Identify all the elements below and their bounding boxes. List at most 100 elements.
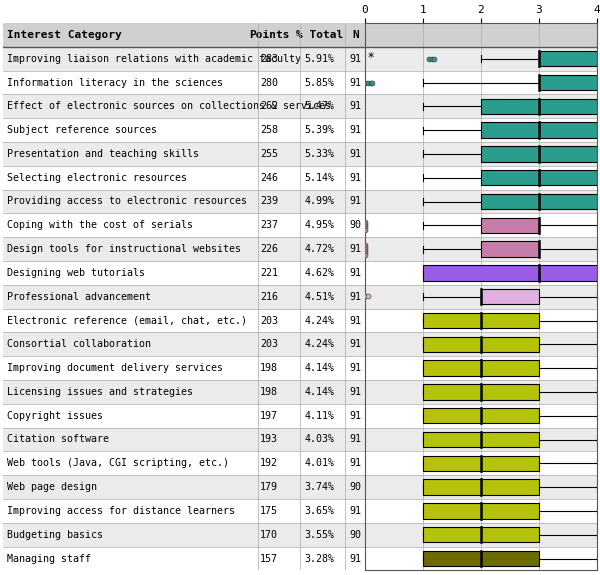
Text: 91: 91	[350, 53, 362, 64]
Text: 5.47%: 5.47%	[305, 101, 335, 112]
Bar	[3, 190, 365, 213]
Text: Consortial collaboration: Consortial collaboration	[7, 339, 151, 349]
Text: 4.03%: 4.03%	[305, 435, 335, 444]
Text: 193: 193	[260, 435, 278, 444]
Text: 283: 283	[260, 53, 278, 64]
Text: Copyright issues: Copyright issues	[7, 411, 103, 421]
Text: 4.01%: 4.01%	[305, 458, 335, 468]
Bar	[365, 451, 597, 475]
Text: Managing staff: Managing staff	[7, 554, 91, 564]
Text: 198: 198	[260, 387, 278, 397]
Bar	[3, 285, 365, 309]
Bar	[365, 237, 597, 261]
Bar	[365, 285, 597, 309]
Bar	[365, 47, 597, 71]
Text: 4.14%: 4.14%	[305, 387, 335, 397]
Text: Information literacy in the sciences: Information literacy in the sciences	[7, 78, 223, 87]
Text: Subject reference sources: Subject reference sources	[7, 125, 157, 135]
Bar	[365, 547, 597, 570]
Text: 255: 255	[260, 149, 278, 159]
Bar	[539, 75, 597, 90]
Bar	[3, 499, 365, 523]
Text: Improving document delivery services: Improving document delivery services	[7, 363, 223, 373]
Text: Budgeting basics: Budgeting basics	[7, 530, 103, 540]
Text: 203: 203	[260, 316, 278, 325]
Text: Electronic reference (email, chat, etc.): Electronic reference (email, chat, etc.)	[7, 316, 247, 325]
Text: 91: 91	[350, 554, 362, 564]
Text: 239: 239	[260, 197, 278, 206]
Bar	[365, 309, 597, 332]
Text: 237: 237	[260, 220, 278, 231]
Text: 3.55%: 3.55%	[305, 530, 335, 540]
Bar	[481, 289, 539, 304]
Text: 91: 91	[350, 363, 362, 373]
Bar	[3, 237, 365, 261]
Bar	[423, 384, 539, 400]
Bar	[3, 142, 365, 166]
Text: 91: 91	[350, 316, 362, 325]
Text: 4.95%: 4.95%	[305, 220, 335, 231]
Text: Web page design: Web page design	[7, 482, 97, 492]
Bar	[365, 166, 597, 190]
Bar	[365, 380, 597, 404]
Text: 91: 91	[350, 458, 362, 468]
Bar	[423, 336, 539, 352]
Text: 246: 246	[260, 172, 278, 183]
Text: 91: 91	[350, 244, 362, 254]
Text: Effect of electronic sources on collections & services: Effect of electronic sources on collecti…	[7, 101, 331, 112]
Text: 90: 90	[350, 220, 362, 231]
Text: 5.39%: 5.39%	[305, 125, 335, 135]
Bar	[481, 146, 597, 162]
Bar	[365, 142, 597, 166]
Text: 192: 192	[260, 458, 278, 468]
Text: Improving access for distance learners: Improving access for distance learners	[7, 506, 235, 516]
Text: 226: 226	[260, 244, 278, 254]
Text: 91: 91	[350, 197, 362, 206]
Bar	[3, 166, 365, 190]
Text: 5.91%: 5.91%	[305, 53, 335, 64]
Bar	[3, 94, 365, 118]
Text: 280: 280	[260, 78, 278, 87]
Bar	[3, 47, 365, 71]
Bar	[365, 94, 597, 118]
Bar	[365, 499, 597, 523]
Text: 221: 221	[260, 268, 278, 278]
Bar	[3, 309, 365, 332]
Bar	[365, 404, 597, 428]
Text: 91: 91	[350, 292, 362, 302]
Bar	[3, 118, 365, 142]
Text: Points: Points	[248, 30, 289, 40]
Text: 4.51%: 4.51%	[305, 292, 335, 302]
Bar	[365, 190, 597, 213]
Bar	[423, 503, 539, 519]
Text: 91: 91	[350, 506, 362, 516]
Text: 91: 91	[350, 435, 362, 444]
Text: 4.99%: 4.99%	[305, 197, 335, 206]
Text: 179: 179	[260, 482, 278, 492]
Text: 91: 91	[350, 149, 362, 159]
Bar	[481, 242, 539, 257]
Bar	[365, 356, 597, 380]
Text: 3.28%: 3.28%	[305, 554, 335, 564]
Bar	[365, 523, 597, 547]
Text: 5.85%: 5.85%	[305, 78, 335, 87]
Bar	[423, 408, 539, 423]
Bar	[423, 527, 539, 542]
Bar	[3, 475, 365, 499]
Bar	[481, 122, 597, 138]
Text: *: *	[368, 51, 374, 64]
Bar	[365, 428, 597, 451]
Bar	[423, 480, 539, 495]
Text: % Total: % Total	[296, 30, 343, 40]
Bar	[423, 551, 539, 566]
Text: 4.72%: 4.72%	[305, 244, 335, 254]
Text: 157: 157	[260, 554, 278, 564]
Text: 197: 197	[260, 411, 278, 421]
Bar	[3, 71, 365, 94]
Text: 5.33%: 5.33%	[305, 149, 335, 159]
Bar	[3, 380, 365, 404]
Bar	[365, 71, 597, 94]
Text: 4.24%: 4.24%	[305, 339, 335, 349]
Text: 4.14%: 4.14%	[305, 363, 335, 373]
Bar	[365, 261, 597, 285]
